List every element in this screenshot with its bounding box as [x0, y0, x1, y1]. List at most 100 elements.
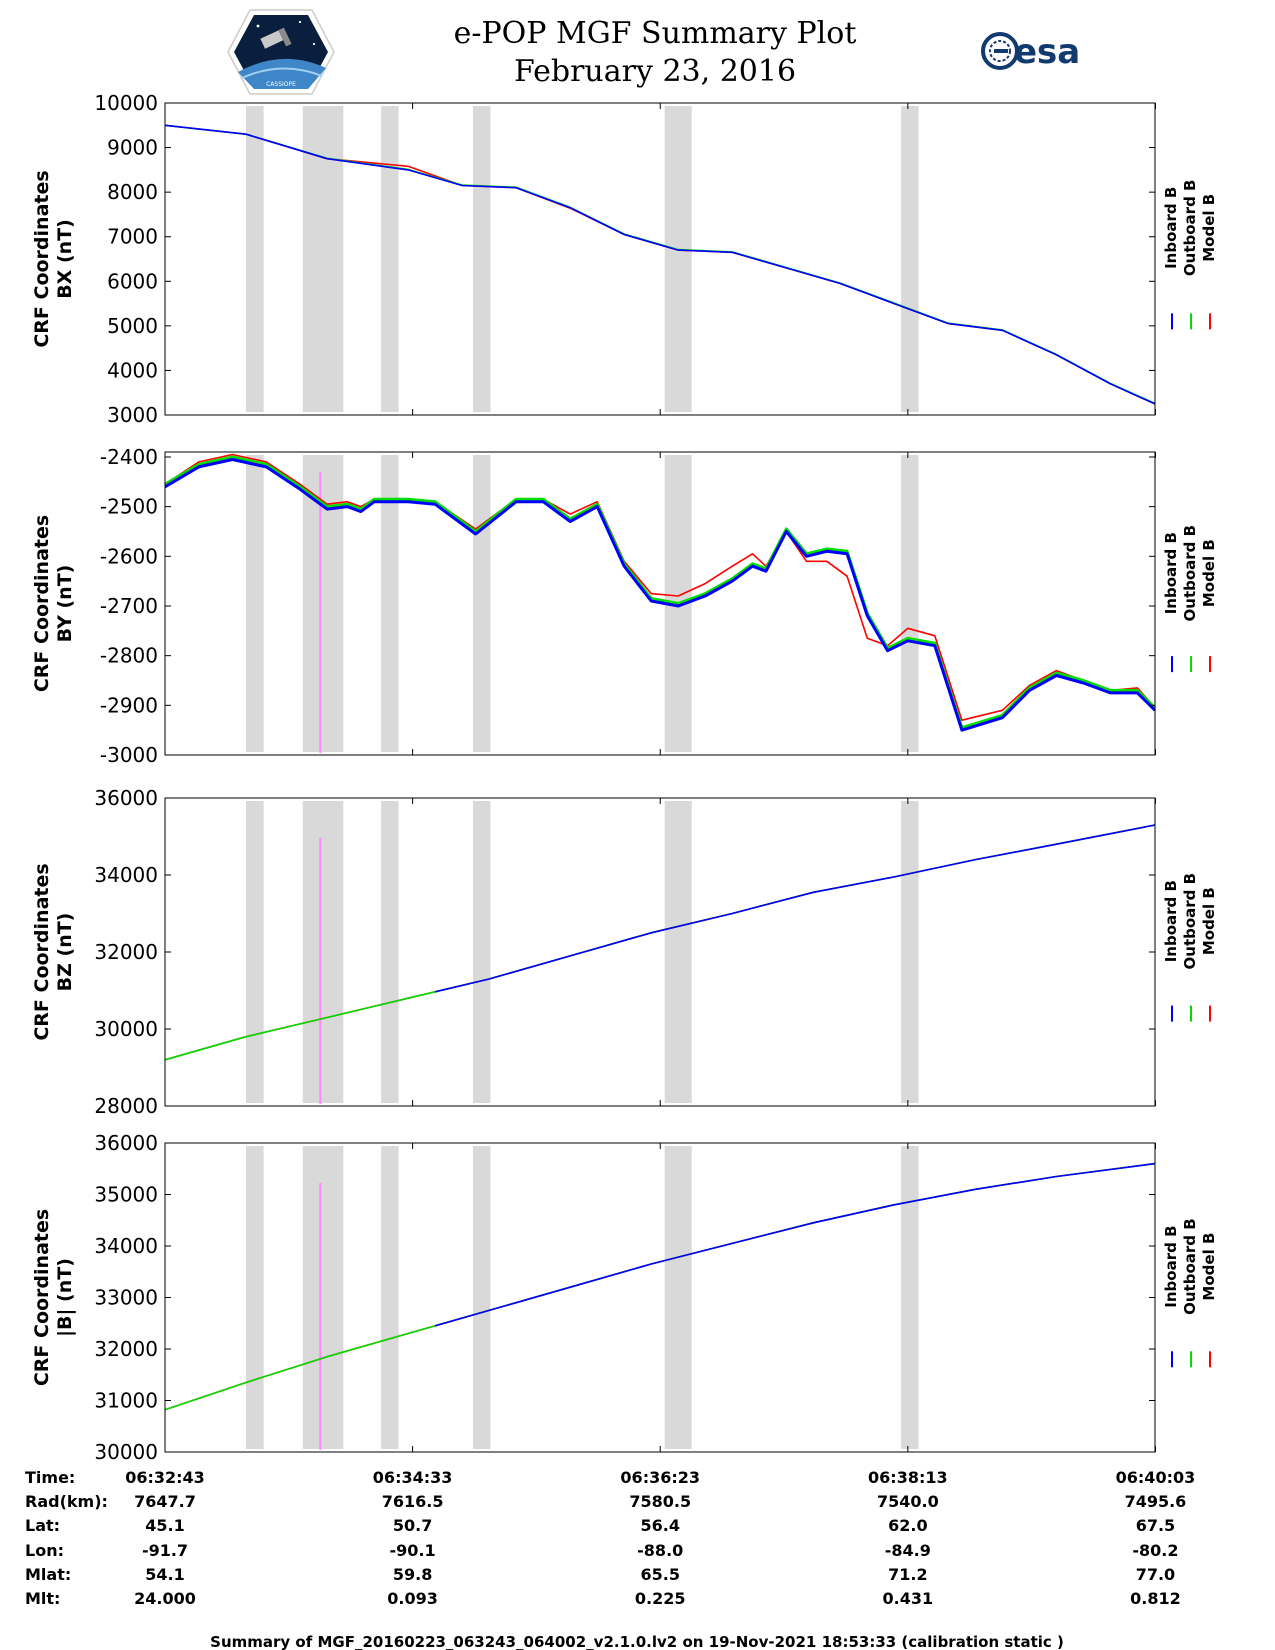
y-tick-label: 33000: [94, 1286, 158, 1310]
y-tick-label: 35000: [94, 1183, 158, 1207]
data-gap-band: [472, 106, 491, 412]
ephemeris-value: 56.4: [640, 1516, 679, 1535]
ephemeris-value: 7580.5: [629, 1492, 691, 1511]
cassiope-logo: CASSIOPE: [227, 9, 335, 95]
svg-text:Inboard B: Inboard B: [1162, 187, 1180, 269]
svg-text:Outboard B: Outboard B: [1181, 873, 1199, 970]
ephemeris-value: 65.5: [640, 1565, 679, 1584]
ephemeris-value: 67.5: [1136, 1516, 1175, 1535]
chart-title: e-POP MGF Summary Plot: [454, 16, 857, 51]
y-tick-label: -2600: [100, 544, 158, 568]
svg-text:BY (nT): BY (nT): [54, 565, 76, 643]
y-tick-label: 7000: [107, 225, 158, 249]
y-axis-label: CRF Coordinates BY (nT): [31, 515, 76, 692]
ephemeris-value: 7647.7: [134, 1492, 196, 1511]
y-tick-label: 31000: [94, 1389, 158, 1413]
y-tick-label: 34000: [94, 1234, 158, 1258]
legend: Inboard B Outboard B Model B: [1162, 180, 1218, 330]
svg-text:Inboard B: Inboard B: [1162, 532, 1180, 614]
data-gap-band: [472, 801, 491, 1103]
ephemeris-value: 0.093: [387, 1589, 438, 1608]
data-gap-band: [901, 801, 919, 1103]
data-gap-band: [302, 801, 344, 1103]
ephemeris-value: 7616.5: [382, 1492, 444, 1511]
svg-text:CRF Coordinates: CRF Coordinates: [31, 170, 53, 347]
ephemeris-row-label: Time:: [25, 1468, 75, 1487]
chart-subtitle: February 23, 2016: [514, 54, 796, 89]
y-tick-label: 4000: [107, 358, 158, 382]
data-gap-band: [901, 1146, 919, 1449]
svg-text:BX (nT): BX (nT): [54, 219, 76, 299]
y-tick-label: -2800: [100, 644, 158, 668]
legend-entry: Inboard B: [1162, 532, 1180, 614]
legend-entry: Inboard B: [1162, 880, 1180, 962]
panel-2: -3000 -2900 -2800 -2700 -2600 -2500 -2400 CRF C…: [31, 445, 1218, 767]
legend-entry: Model B: [1200, 539, 1218, 607]
y-tick-label: 5000: [107, 314, 158, 338]
ephemeris-value: 24.000: [134, 1589, 196, 1608]
legend-entry: Outboard B: [1181, 180, 1199, 277]
y-tick-label: 36000: [94, 786, 158, 810]
series-line-inboard-b: [164, 458, 1157, 732]
y-tick-label: 6000: [107, 269, 158, 293]
y-tick-label: 36000: [94, 1131, 158, 1155]
svg-text:Model B: Model B: [1200, 887, 1218, 955]
ephemeris-value: 0.431: [883, 1589, 934, 1608]
y-tick-label: 30000: [94, 1440, 158, 1464]
svg-text:esa: esa: [1014, 32, 1080, 72]
svg-text:Outboard B: Outboard B: [1181, 180, 1199, 277]
data-gap-band: [472, 455, 491, 752]
ephemeris-value: 06:34:33: [373, 1468, 453, 1487]
ephemeris-value: -80.2: [1132, 1541, 1178, 1560]
ephemeris-value: 77.0: [1136, 1565, 1175, 1584]
legend-entry: Inboard B: [1162, 1225, 1180, 1307]
ephemeris-value: -84.9: [885, 1541, 931, 1560]
series-line-model-b: [164, 453, 1156, 722]
data-gap-band: [664, 801, 692, 1103]
legend-entry: Model B: [1200, 1233, 1218, 1301]
y-tick-label: -3000: [100, 743, 158, 767]
data-gap-band: [302, 1146, 344, 1449]
panel-4: 30000 31000 32000 33000 34000 35000 36000 CRF C…: [31, 1131, 1218, 1464]
y-tick-label: 3000: [107, 403, 158, 427]
svg-text:Model B: Model B: [1200, 194, 1218, 262]
svg-text:BZ (nT): BZ (nT): [54, 913, 76, 992]
data-gap-band: [901, 106, 919, 412]
y-tick-label: 34000: [94, 863, 158, 887]
ephemeris-row-label: Lat:: [25, 1516, 60, 1535]
y-tick-label: 32000: [94, 940, 158, 964]
svg-text:Inboard B: Inboard B: [1162, 880, 1180, 962]
legend-entry: Model B: [1200, 887, 1218, 955]
ephemeris-value: 50.7: [393, 1516, 432, 1535]
data-gap-band: [246, 1146, 264, 1449]
ephemeris-value: 7495.6: [1125, 1492, 1187, 1511]
y-tick-label: 9000: [107, 136, 158, 160]
svg-text:CRF Coordinates: CRF Coordinates: [31, 863, 53, 1040]
panel-3: 28000 30000 32000 34000 36000 CRF Coordinates…: [31, 786, 1218, 1118]
ephemeris-value: 06:38:13: [868, 1468, 948, 1487]
svg-text:CASSIOPE: CASSIOPE: [266, 81, 296, 88]
data-gap-band: [381, 1146, 399, 1449]
panel-1: 3000 4000 5000 6000 7000 8000 9000 10000 CRF Coo…: [31, 91, 1218, 427]
y-axis-label: CRF Coordinates BZ (nT): [31, 863, 76, 1040]
ephemeris-value: 7540.0: [877, 1492, 939, 1511]
footer-caption: Summary of MGF_20160223_063243_064002_v2…: [210, 1633, 1064, 1650]
legend: Inboard B Outboard B Model B: [1162, 873, 1218, 1022]
y-tick-label: 28000: [94, 1094, 158, 1118]
y-tick-label: -2500: [100, 495, 158, 519]
ephemeris-value: 59.8: [393, 1565, 432, 1584]
data-gap-band: [246, 455, 264, 752]
ephemeris-value: -90.1: [390, 1541, 436, 1560]
data-gap-band: [664, 106, 692, 412]
ephemeris-value: 0.812: [1130, 1589, 1181, 1608]
series-line-inboard-b: [164, 124, 1156, 405]
ephemeris-value: 45.1: [145, 1516, 184, 1535]
svg-text:Model B: Model B: [1200, 539, 1218, 607]
y-axis-label: CRF Coordinates BX (nT): [31, 170, 76, 347]
esa-logo: esa: [981, 32, 1080, 72]
legend-entry: Model B: [1200, 194, 1218, 262]
data-gap-band: [901, 455, 919, 752]
legend-entry: Outboard B: [1181, 1218, 1199, 1315]
series-line-outboard-b: [164, 455, 1157, 730]
